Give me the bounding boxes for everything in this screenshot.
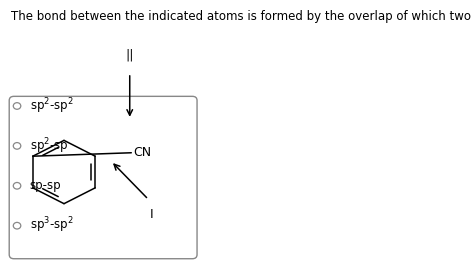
Text: I: I (150, 208, 154, 221)
Text: The bond between the indicated atoms is formed by the overlap of which two orbit: The bond between the indicated atoms is … (11, 10, 474, 23)
FancyBboxPatch shape (9, 96, 197, 259)
Text: ||: || (126, 49, 134, 62)
Text: sp-sp: sp-sp (29, 179, 61, 192)
Text: sp$^3$-sp$^2$: sp$^3$-sp$^2$ (29, 216, 73, 235)
Text: CN: CN (133, 146, 151, 159)
Text: sp$^2$-sp$^2$: sp$^2$-sp$^2$ (29, 96, 73, 116)
Text: sp$^2$-sp: sp$^2$-sp (29, 136, 68, 156)
